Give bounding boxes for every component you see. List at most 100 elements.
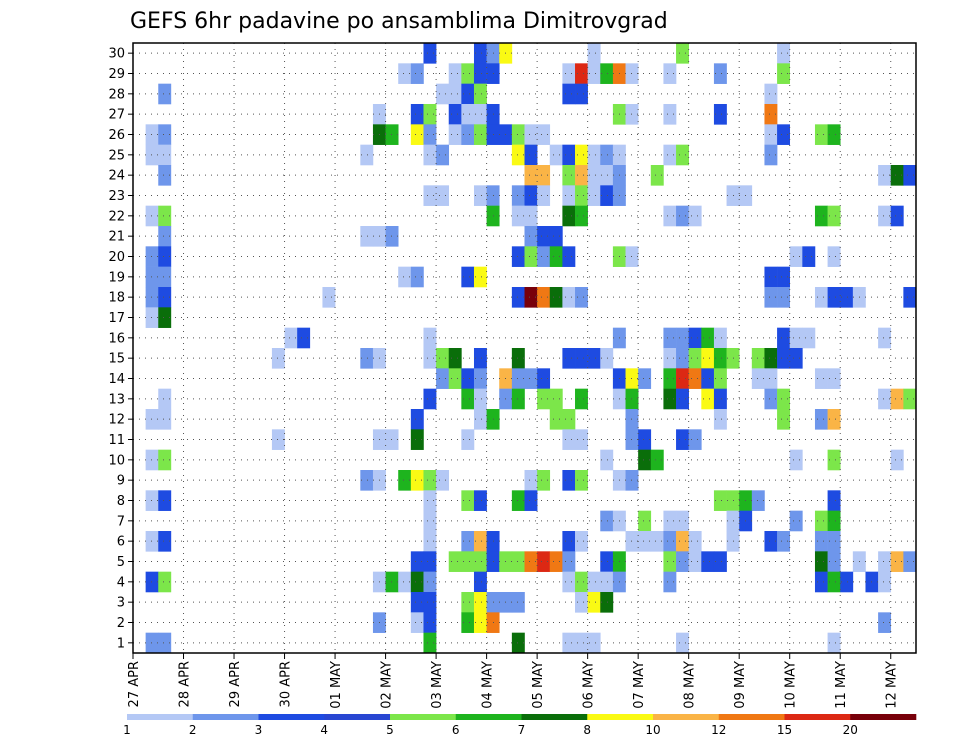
heatmap-cell xyxy=(511,246,525,267)
heatmap-cell xyxy=(423,185,437,206)
y-tick-label: 28 xyxy=(108,87,125,102)
heatmap-cell xyxy=(448,348,462,369)
heatmap-cell xyxy=(524,470,538,491)
heatmap-cell xyxy=(423,612,437,633)
colorbar-swatch xyxy=(784,714,851,720)
y-tick-label: 11 xyxy=(108,433,125,448)
heatmap-cell xyxy=(663,531,677,552)
heatmap-cell xyxy=(524,144,538,166)
heatmap-cell xyxy=(158,531,172,552)
heatmap-cell xyxy=(638,531,652,552)
heatmap-cell xyxy=(878,551,892,572)
heatmap-cell xyxy=(473,551,487,572)
x-tick-label: 03 MAY xyxy=(430,661,445,709)
heatmap-cell xyxy=(827,510,841,532)
y-tick-label: 15 xyxy=(108,352,125,367)
heatmap-cell xyxy=(713,490,727,511)
heatmap-cell xyxy=(524,226,538,247)
heatmap-cell xyxy=(158,449,172,471)
y-tick-label: 30 xyxy=(108,47,125,62)
heatmap-cell xyxy=(676,327,689,349)
heatmap-cell xyxy=(701,388,715,410)
heatmap-cell xyxy=(650,531,664,552)
heatmap-cell xyxy=(676,348,689,369)
x-tick-label: 06 MAY xyxy=(582,661,597,709)
colorbar-swatch xyxy=(587,714,654,720)
heatmap-cell xyxy=(562,348,576,369)
heatmap-cell xyxy=(663,348,677,369)
heatmap-cell xyxy=(890,205,904,227)
heatmap-cell xyxy=(827,551,841,572)
y-tick-label: 29 xyxy=(108,67,125,82)
y-tick-label: 9 xyxy=(117,474,125,489)
heatmap-cell xyxy=(158,632,172,654)
heatmap-cell xyxy=(814,368,828,389)
heatmap-cell xyxy=(751,368,765,389)
heatmap-cell xyxy=(575,571,588,593)
heatmap-cell xyxy=(562,571,576,593)
heatmap-cell xyxy=(537,124,551,145)
heatmap-cell xyxy=(511,124,525,145)
heatmap-cell xyxy=(360,226,374,247)
heatmap-cell xyxy=(524,246,538,267)
heatmap-cell xyxy=(789,449,803,471)
heatmap-cell xyxy=(448,63,462,84)
y-tick-label: 2 xyxy=(117,616,125,631)
heatmap-cell xyxy=(297,327,311,349)
heatmap-cell xyxy=(410,551,424,572)
heatmap-cell xyxy=(575,63,588,84)
chart-title: GEFS 6hr padavine po ansamblima Dimitrov… xyxy=(130,9,668,34)
heatmap-cell xyxy=(575,185,588,206)
heatmap-cell xyxy=(398,63,412,84)
heatmap-cell xyxy=(587,144,601,166)
heatmap-cell xyxy=(145,531,159,552)
heatmap-cell xyxy=(600,63,614,84)
heatmap-cell xyxy=(473,612,487,633)
y-tick-label: 22 xyxy=(108,209,125,224)
heatmap-cell xyxy=(145,246,159,267)
heatmap-cell xyxy=(145,409,159,430)
heatmap-cell xyxy=(827,449,841,471)
heatmap-cell xyxy=(827,287,841,308)
heatmap-cell xyxy=(575,531,588,552)
y-axis: 1234567891011121314151617181920212223242… xyxy=(108,47,133,651)
heatmap-cell xyxy=(158,205,172,227)
heatmap-cell xyxy=(701,348,715,369)
x-tick-label: 01 MAY xyxy=(329,661,344,709)
heatmap-cell xyxy=(789,327,803,349)
heatmap-cell xyxy=(600,185,614,206)
heatmap-cell xyxy=(713,368,727,389)
heatmap-cell xyxy=(461,124,475,145)
heatmap-cell xyxy=(676,551,689,572)
heatmap-cell xyxy=(903,551,917,572)
heatmap-cell xyxy=(575,83,588,105)
heatmap-cell xyxy=(436,83,450,105)
heatmap-cell xyxy=(385,571,399,593)
colorbar-label: 2 xyxy=(189,723,197,737)
colorbar-swatch xyxy=(390,714,457,720)
heatmap-cell xyxy=(524,368,538,389)
x-tick-label: 12 MAY xyxy=(885,661,900,709)
heatmap-cell xyxy=(713,327,727,349)
heatmap-cell xyxy=(562,165,576,186)
heatmap-cell xyxy=(448,83,462,105)
heatmap-cell xyxy=(587,43,601,64)
heatmap-cell xyxy=(511,205,525,227)
y-tick-label: 12 xyxy=(108,413,125,428)
heatmap-cell xyxy=(562,531,576,552)
heatmap-cell xyxy=(511,287,525,308)
heatmap-cell xyxy=(562,409,576,430)
heatmap-cell xyxy=(423,43,437,64)
heatmap-cell xyxy=(473,592,487,613)
heatmap-cell xyxy=(549,144,563,166)
heatmap-cell xyxy=(663,205,677,227)
heatmap-cell xyxy=(903,287,917,308)
heatmap-cell xyxy=(537,246,551,267)
heatmap-cell xyxy=(663,388,677,410)
heatmap-cell xyxy=(764,388,778,410)
heatmap-cell xyxy=(423,388,437,410)
heatmap-cell xyxy=(587,165,601,186)
heatmap-cell xyxy=(575,470,588,491)
x-tick-label: 10 MAY xyxy=(784,661,799,709)
y-tick-label: 23 xyxy=(108,189,125,204)
